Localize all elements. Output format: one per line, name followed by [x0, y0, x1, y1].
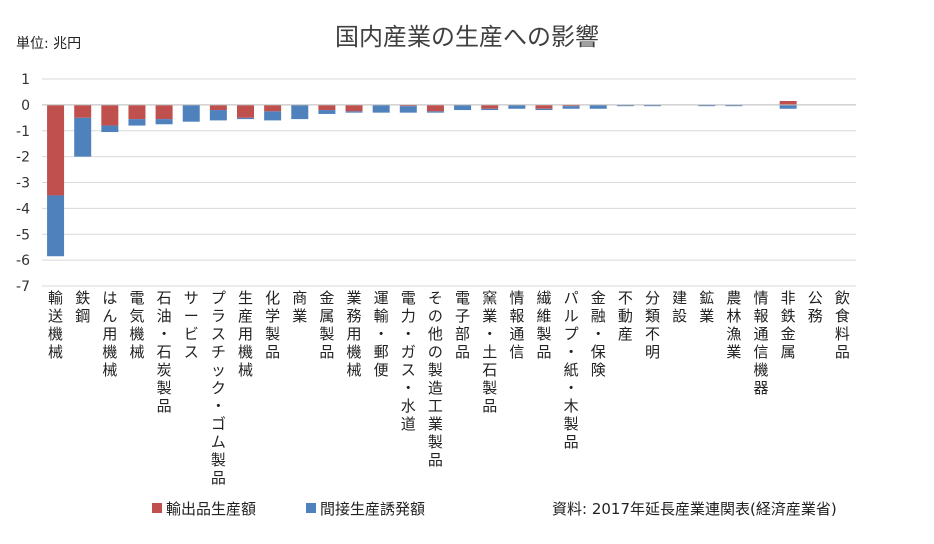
- y-tick-label: -7: [16, 279, 30, 295]
- bar-segment-export: [264, 104, 282, 112]
- bar-segment-indirect: [698, 104, 716, 107]
- x-category-label: その他の製造工業製品: [428, 289, 443, 469]
- y-tick-label: -4: [16, 201, 30, 217]
- x-category-label: 運輸・郵便: [374, 289, 389, 379]
- bar-segment-export: [101, 104, 119, 126]
- bar-segment-indirect: [182, 104, 200, 122]
- x-category-label: 繊維製品: [536, 289, 551, 361]
- bar-segment-indirect: [209, 110, 227, 121]
- y-tick-label: -2: [16, 150, 30, 166]
- bar-segment-indirect: [318, 110, 336, 114]
- chart-title: 国内産業の生産への影響: [335, 23, 599, 51]
- bar-segment-indirect: [508, 104, 526, 109]
- x-category-label: 農林漁業: [726, 289, 741, 361]
- bar-segment-indirect: [589, 104, 607, 109]
- legend-swatch-export: [152, 503, 162, 513]
- y-axis-tick-labels: 1 0 -1 -2 -3 -4 -5 -6 -7: [16, 72, 30, 295]
- bar-segment-indirect: [101, 125, 119, 133]
- x-category-label: 金属製品: [319, 289, 334, 361]
- x-axis-category-labels: 輸送機械鉄鋼はん用機械電気機械石油・石炭製品サービスプラスチック・ゴム製品生産用…: [48, 289, 850, 487]
- x-category-label: 金融・保険: [591, 289, 606, 379]
- y-tick-label: -3: [16, 176, 30, 192]
- bar-segment-export: [399, 104, 417, 107]
- legend-label-indirect: 間接生産誘発額: [320, 500, 425, 518]
- bar-segment-export: [426, 104, 444, 112]
- source-note: 資料: 2017年延長産業連関表(経済産業省): [552, 500, 837, 518]
- bar-segment-export: [535, 104, 553, 109]
- bar-segment-export: [562, 104, 580, 107]
- bars: [47, 100, 797, 257]
- bar-segment-indirect: [155, 119, 173, 125]
- legend: 輸出品生産額 間接生産誘発額: [152, 500, 425, 518]
- x-category-label: 化学製品: [265, 289, 280, 361]
- x-category-label: 鉱業: [699, 289, 714, 325]
- bar-segment-indirect: [264, 111, 282, 121]
- unit-label: 単位: 兆円: [16, 36, 81, 52]
- bar-segment-indirect: [345, 111, 363, 113]
- x-category-label: はん用機械: [102, 289, 117, 379]
- bar-segment-indirect: [237, 117, 254, 120]
- y-tick-label: 0: [21, 98, 30, 114]
- bar-segment-export: [318, 104, 336, 111]
- bar-segment-export: [237, 104, 254, 118]
- bar-segment-indirect: [562, 106, 580, 109]
- x-category-label: 鉄鋼: [75, 289, 90, 325]
- bar-segment-export: [345, 104, 363, 112]
- bar-segment-indirect: [372, 104, 390, 113]
- bar-segment-indirect: [644, 104, 661, 107]
- bar-segment-indirect: [779, 104, 797, 109]
- x-category-label: パルプ・紙・木製品: [564, 289, 579, 451]
- bar-segment-export: [74, 104, 92, 118]
- bar-segment-indirect: [426, 111, 444, 113]
- x-category-label: 建設: [672, 289, 687, 325]
- x-category-label: 業務用機械: [347, 289, 362, 379]
- y-tick-label: -6: [16, 253, 30, 269]
- x-category-label: 電子部品: [455, 289, 470, 361]
- x-category-label: 情報通信機器: [754, 289, 769, 397]
- x-category-label: 石油・石炭製品: [157, 289, 172, 415]
- legend-label-export: 輸出品生産額: [166, 500, 256, 518]
- bar-segment-export: [47, 104, 65, 196]
- y-tick-label: 1: [21, 72, 30, 88]
- bar-segment-export: [155, 104, 173, 120]
- bar-segment-indirect: [128, 119, 146, 126]
- x-category-label: 分類不明: [645, 289, 660, 361]
- x-category-label: 商業: [292, 289, 307, 325]
- x-category-label: 生産用機械: [238, 289, 253, 379]
- bar-segment-indirect: [481, 108, 499, 111]
- x-category-label: 飲食料品: [835, 289, 850, 361]
- bar-segment-indirect: [725, 104, 743, 107]
- x-category-label: 電気機械: [129, 289, 144, 361]
- bar-segment-indirect: [74, 117, 92, 157]
- bar-segment-indirect: [399, 106, 417, 113]
- bar-segment-indirect: [535, 108, 553, 111]
- x-category-label: サービス: [184, 289, 199, 361]
- bar-segment-export: [128, 104, 146, 120]
- y-tick-label: -1: [16, 124, 30, 140]
- x-category-label: 窯業・土石製品: [482, 289, 497, 415]
- bar-segment-indirect: [616, 104, 634, 107]
- bar-segment-indirect: [47, 195, 65, 257]
- x-category-label: 不動産: [618, 289, 633, 343]
- bar-segment-indirect: [291, 104, 309, 120]
- x-category-label: 非鉄金属: [781, 289, 796, 361]
- x-category-label: 電力・ガス・水道: [401, 289, 416, 433]
- bar-segment-export: [481, 104, 499, 109]
- y-tick-label: -5: [16, 227, 30, 243]
- x-category-label: 情報通信: [509, 289, 524, 361]
- x-category-label: プラスチック・ゴム製品: [211, 289, 226, 487]
- x-category-label: 公務: [808, 289, 823, 325]
- x-category-label: 輸送機械: [48, 289, 63, 361]
- legend-swatch-indirect: [306, 503, 316, 513]
- bar-segment-export: [779, 100, 797, 105]
- bar-segment-indirect: [454, 104, 472, 111]
- bar-segment-export: [209, 104, 227, 111]
